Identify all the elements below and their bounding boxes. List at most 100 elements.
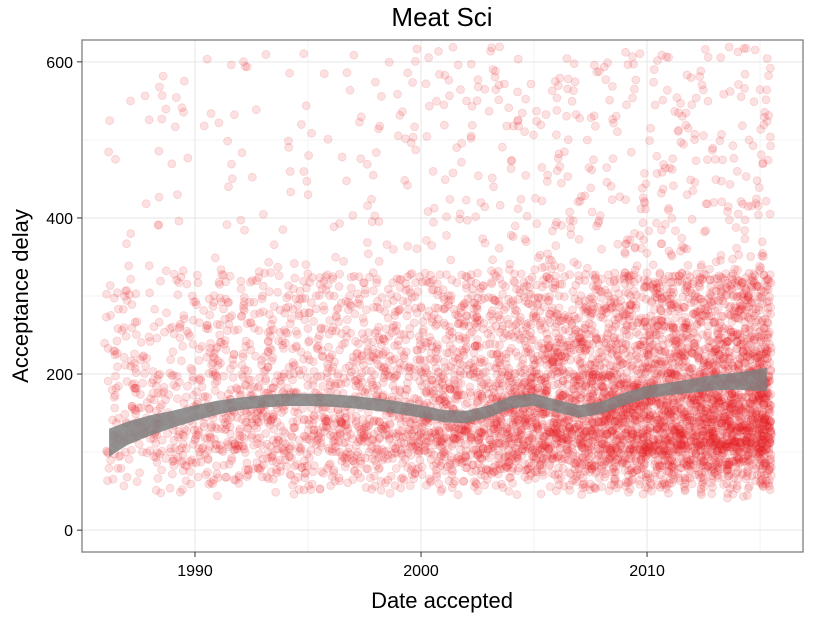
data-point xyxy=(492,363,502,373)
data-point xyxy=(195,450,205,460)
data-point xyxy=(219,460,229,470)
data-point xyxy=(159,382,169,392)
data-point xyxy=(263,362,273,372)
data-point xyxy=(178,466,188,476)
data-point xyxy=(279,445,289,455)
data-point xyxy=(223,136,233,146)
data-point xyxy=(202,352,212,362)
data-point xyxy=(141,361,151,371)
data-point xyxy=(116,463,126,473)
data-point xyxy=(264,309,274,319)
data-point xyxy=(121,331,131,341)
data-point xyxy=(466,358,476,368)
data-point xyxy=(647,359,657,369)
data-point xyxy=(179,431,189,441)
data-point xyxy=(285,319,295,329)
data-point xyxy=(652,292,662,302)
data-point xyxy=(448,466,458,476)
data-point xyxy=(229,349,239,359)
data-point xyxy=(175,323,184,333)
data-point xyxy=(171,382,181,392)
data-point xyxy=(170,443,180,453)
data-point xyxy=(131,330,141,340)
data-point xyxy=(134,403,144,413)
data-point xyxy=(145,446,155,456)
data-point xyxy=(348,211,358,220)
data-point xyxy=(257,355,267,365)
data-point xyxy=(379,362,389,372)
data-point xyxy=(240,380,250,390)
data-point xyxy=(587,207,597,217)
data-point xyxy=(111,383,121,393)
data-point xyxy=(372,278,382,288)
data-point xyxy=(221,345,231,355)
data-point xyxy=(203,392,213,402)
data-point xyxy=(212,469,222,479)
data-point xyxy=(114,381,123,391)
data-point xyxy=(565,215,575,225)
data-point xyxy=(318,381,328,391)
data-point xyxy=(173,290,183,300)
data-point xyxy=(177,103,187,113)
data-point xyxy=(219,304,228,314)
data-point xyxy=(534,253,543,263)
data-point xyxy=(268,474,278,484)
data-point xyxy=(208,479,217,489)
data-point xyxy=(396,346,406,356)
data-point xyxy=(329,465,339,475)
data-point xyxy=(157,465,167,475)
data-point xyxy=(232,443,242,453)
data-point xyxy=(601,75,611,84)
data-point xyxy=(438,385,448,395)
data-point xyxy=(237,414,247,424)
data-points xyxy=(100,42,776,503)
data-point xyxy=(169,454,179,464)
data-point xyxy=(526,327,535,337)
data-point xyxy=(645,330,655,340)
data-point xyxy=(260,268,270,278)
data-point xyxy=(215,337,225,347)
data-point xyxy=(528,335,538,345)
data-point xyxy=(608,441,618,451)
data-point xyxy=(424,101,434,111)
data-point xyxy=(674,125,683,135)
data-point xyxy=(148,389,158,398)
data-point xyxy=(646,311,656,321)
data-point xyxy=(175,333,185,343)
data-point xyxy=(256,463,266,473)
data-point xyxy=(154,146,164,156)
data-point xyxy=(202,434,212,444)
data-point xyxy=(511,326,521,336)
data-point xyxy=(424,474,434,484)
data-point xyxy=(175,322,185,332)
data-point xyxy=(631,412,640,422)
data-point xyxy=(142,353,152,363)
data-point xyxy=(631,75,641,85)
data-point xyxy=(111,371,120,381)
data-point xyxy=(184,329,193,338)
data-point xyxy=(246,433,256,442)
data-point xyxy=(403,68,413,78)
data-point xyxy=(610,336,620,346)
data-point xyxy=(131,368,141,378)
data-point xyxy=(206,109,216,118)
data-point xyxy=(221,413,231,423)
data-point xyxy=(650,347,660,357)
data-point xyxy=(208,358,218,368)
data-point xyxy=(130,383,140,393)
data-point xyxy=(619,436,629,445)
data-point xyxy=(264,287,274,297)
data-point xyxy=(229,350,239,359)
data-point xyxy=(222,420,232,430)
data-point xyxy=(200,391,210,401)
data-point xyxy=(199,418,209,428)
data-point xyxy=(182,381,192,391)
data-point xyxy=(461,195,471,205)
data-point xyxy=(182,426,192,435)
data-point xyxy=(551,411,560,421)
data-point xyxy=(130,405,140,414)
data-point xyxy=(541,351,550,361)
data-point xyxy=(574,234,584,244)
data-point xyxy=(667,422,677,432)
data-point xyxy=(245,297,255,307)
